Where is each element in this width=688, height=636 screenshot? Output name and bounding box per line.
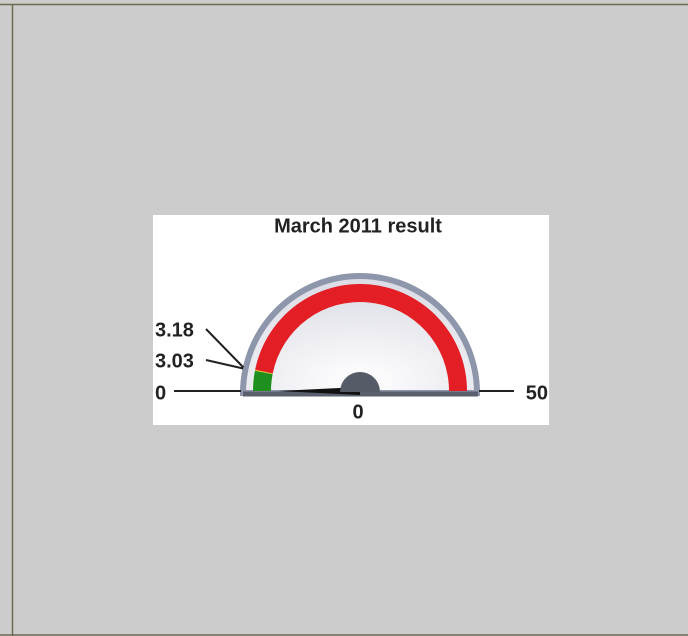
tick-leader [205,328,245,369]
tick-label: 0 [155,382,166,404]
tick-label: 3.18 [155,319,194,341]
gauge-band [254,369,273,375]
tick-label: 3.03 [155,350,194,372]
gauge-band [253,370,273,391]
chart-title: March 2011 result [274,215,442,237]
value-label: 0 [352,401,363,423]
tick-label: 50 [526,382,548,404]
gauge-band [255,283,467,391]
gauge-needle [278,387,360,395]
gauge-hub [340,372,380,392]
tick-leader [205,359,244,370]
